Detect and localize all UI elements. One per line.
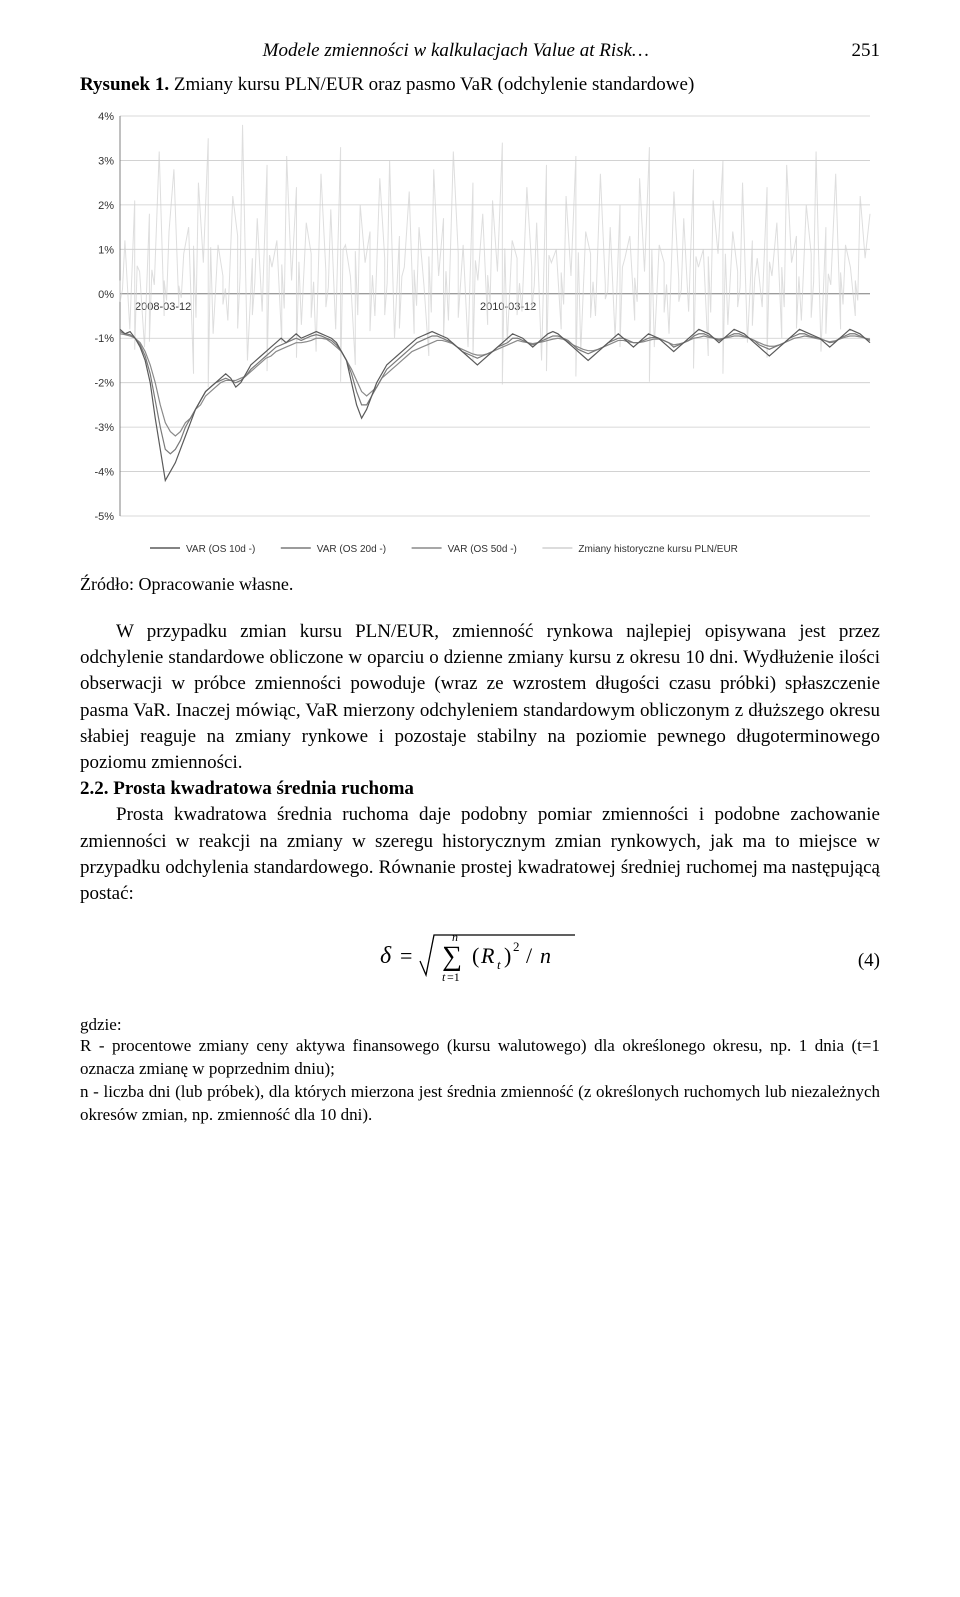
svg-text:-5%: -5% bbox=[94, 511, 114, 523]
svg-text:3%: 3% bbox=[98, 155, 114, 167]
svg-text:0%: 0% bbox=[98, 289, 114, 301]
figure-source: Źródło: Opracowanie własne. bbox=[80, 574, 880, 595]
subsection-heading: 2.2. Prosta kwadratowa średnia ruchoma bbox=[80, 778, 880, 800]
svg-text:2%: 2% bbox=[98, 200, 114, 212]
svg-text:/: / bbox=[526, 943, 533, 968]
equation-number: (4) bbox=[858, 950, 880, 972]
page-header: Modele zmienności w kalkulacjach Value a… bbox=[80, 40, 880, 62]
svg-text:-1%: -1% bbox=[94, 333, 114, 345]
figure-label-prefix: Rysunek 1. bbox=[80, 74, 169, 95]
svg-text:=: = bbox=[400, 943, 412, 968]
svg-text:n: n bbox=[540, 943, 551, 968]
svg-text:VAR (OS 20d -): VAR (OS 20d -) bbox=[317, 544, 386, 555]
svg-text:VAR (OS 10d -): VAR (OS 10d -) bbox=[186, 544, 255, 555]
svg-text:(: ( bbox=[472, 943, 479, 968]
svg-text:2: 2 bbox=[513, 939, 520, 954]
equation-formula: δ = n ∑ t =1 ( R t ) 2 / n bbox=[380, 923, 580, 999]
svg-text:VAR (OS 50d -): VAR (OS 50d -) bbox=[448, 544, 517, 555]
svg-text:∑: ∑ bbox=[442, 941, 462, 972]
svg-text:): ) bbox=[504, 943, 511, 968]
svg-text:2008-03-12: 2008-03-12 bbox=[135, 301, 191, 313]
svg-text:=1: =1 bbox=[447, 970, 460, 984]
paragraph-2: Prosta kwadratowa średnia ruchoma daje p… bbox=[80, 802, 880, 907]
running-title: Modele zmienności w kalkulacjach Value a… bbox=[80, 40, 832, 62]
svg-text:4%: 4% bbox=[98, 111, 114, 123]
svg-text:t: t bbox=[497, 957, 501, 972]
figure-caption-text: Zmiany kursu PLN/EUR oraz pasmo VaR (odc… bbox=[174, 74, 694, 95]
page-number: 251 bbox=[852, 40, 881, 62]
figure-chart: -5% -4% -3% -2% -1% 0% 1% 2% 3% 4% 2008-03-12 2010-… bbox=[80, 106, 880, 566]
where-line-1: R - procentowe zmiany ceny aktywa finans… bbox=[80, 1035, 880, 1081]
paragraph-1: W przypadku zmian kursu PLN/EUR, zmienno… bbox=[80, 619, 880, 776]
svg-text:δ: δ bbox=[380, 943, 392, 969]
svg-text:t: t bbox=[442, 970, 446, 984]
equation-row: δ = n ∑ t =1 ( R t ) 2 / n (4) bbox=[80, 923, 880, 999]
where-label: gdzie: bbox=[80, 1015, 880, 1035]
svg-text:Zmiany historyczne kursu PLN/E: Zmiany historyczne kursu PLN/EUR bbox=[578, 544, 738, 555]
where-line-2: n - liczba dni (lub próbek), dla których… bbox=[80, 1081, 880, 1127]
svg-text:-4%: -4% bbox=[94, 467, 114, 479]
svg-text:2010-03-12: 2010-03-12 bbox=[480, 301, 536, 313]
figure-caption: Rysunek 1. Zmiany kursu PLN/EUR oraz pas… bbox=[80, 74, 880, 96]
svg-text:R: R bbox=[480, 943, 495, 968]
svg-text:-3%: -3% bbox=[94, 422, 114, 434]
chart-svg: -5% -4% -3% -2% -1% 0% 1% 2% 3% 4% 2008-03-12 2010-… bbox=[80, 106, 880, 566]
svg-text:-2%: -2% bbox=[94, 378, 114, 390]
svg-text:1%: 1% bbox=[98, 244, 114, 256]
